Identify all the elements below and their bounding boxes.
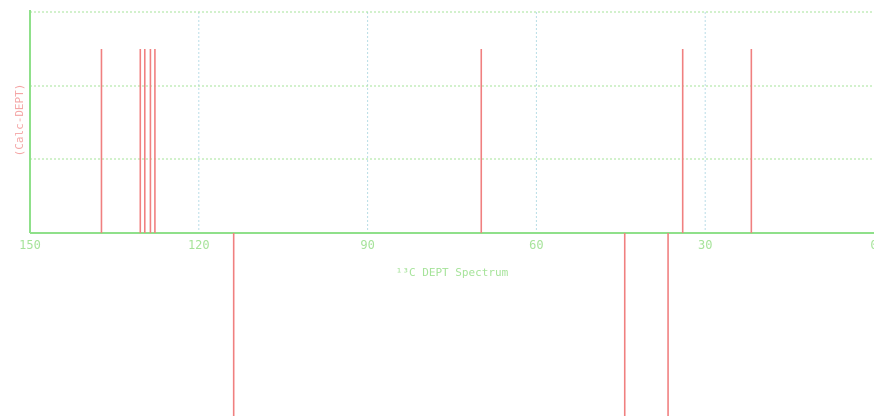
x-axis-title: ¹³C DEPT Spectrum	[396, 266, 509, 279]
plot-frame	[29, 10, 874, 234]
y-axis-title: (Calc-DEPT)	[13, 84, 26, 157]
x-tick-label: 60	[529, 238, 543, 252]
x-tick-label: 30	[698, 238, 712, 252]
x-tick-labels: 150 120 90 60 30 0	[19, 238, 874, 252]
x-tick-label: 90	[360, 238, 374, 252]
peaks	[100, 49, 753, 416]
x-tick-label: 150	[19, 238, 41, 252]
grid	[30, 11, 874, 233]
x-tick-label: 120	[188, 238, 210, 252]
x-tick-label: 0	[870, 238, 874, 252]
